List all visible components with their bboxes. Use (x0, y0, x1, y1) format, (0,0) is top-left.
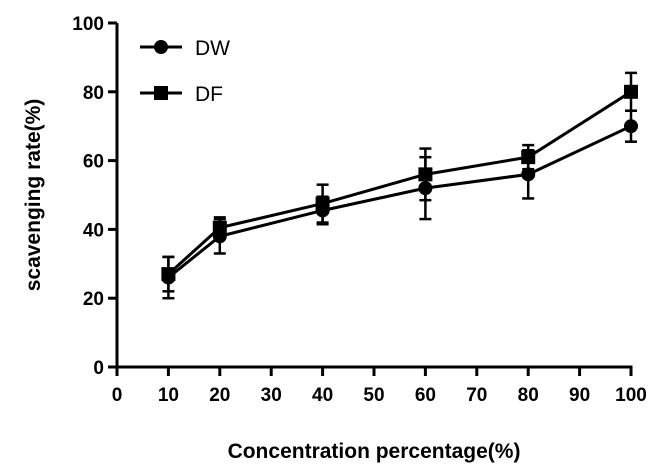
x-tick-label: 40 (312, 385, 333, 406)
data-point (161, 267, 176, 282)
x-tick-label: 50 (363, 385, 384, 406)
data-point (521, 150, 536, 165)
data-point (212, 220, 227, 235)
y-tick-label: 80 (83, 83, 104, 104)
x-tick-label: 80 (518, 385, 539, 406)
data-point (624, 119, 638, 134)
legend-label: DF (195, 83, 223, 106)
x-tick-label: 30 (261, 385, 282, 406)
legend-marker (154, 40, 168, 54)
data-point (624, 84, 638, 99)
x-tick-label: 60 (415, 385, 436, 406)
series-layer (161, 71, 638, 300)
x-tick-label: 10 (158, 385, 179, 406)
axes (115, 23, 633, 369)
legend-item-dw: DW (140, 37, 230, 60)
y-tick-label: 100 (72, 14, 104, 35)
x-tick-label: 90 (569, 385, 590, 406)
x-tick-label: 20 (209, 385, 230, 406)
x-tick-label: 70 (466, 385, 487, 406)
data-point (418, 167, 433, 182)
y-tick-label: 60 (83, 152, 104, 173)
data-point (521, 167, 536, 182)
x-tick-label: 100 (615, 385, 647, 406)
legend-marker (154, 86, 168, 100)
x-tick-label: 0 (112, 385, 123, 406)
legend: DW DF (140, 37, 230, 106)
y-tick-label: 0 (93, 358, 104, 379)
y-axis-ticks: 0 20 40 60 80 100 (72, 14, 117, 379)
series-dw (161, 109, 638, 300)
y-tick-label: 40 (83, 220, 104, 241)
x-axis-title: Concentration percentage(%) (228, 440, 521, 463)
y-axis-title: scavenging rate(%) (22, 99, 45, 292)
y-tick-label: 20 (83, 289, 104, 310)
legend-item-df: DF (140, 83, 223, 106)
data-point (315, 196, 330, 211)
series-line (167, 90, 632, 276)
series-line (167, 124, 632, 279)
legend-label: DW (195, 37, 230, 60)
series-df (161, 71, 638, 293)
x-axis-ticks: 0 10 20 30 40 50 60 70 80 90 100 (112, 367, 647, 406)
